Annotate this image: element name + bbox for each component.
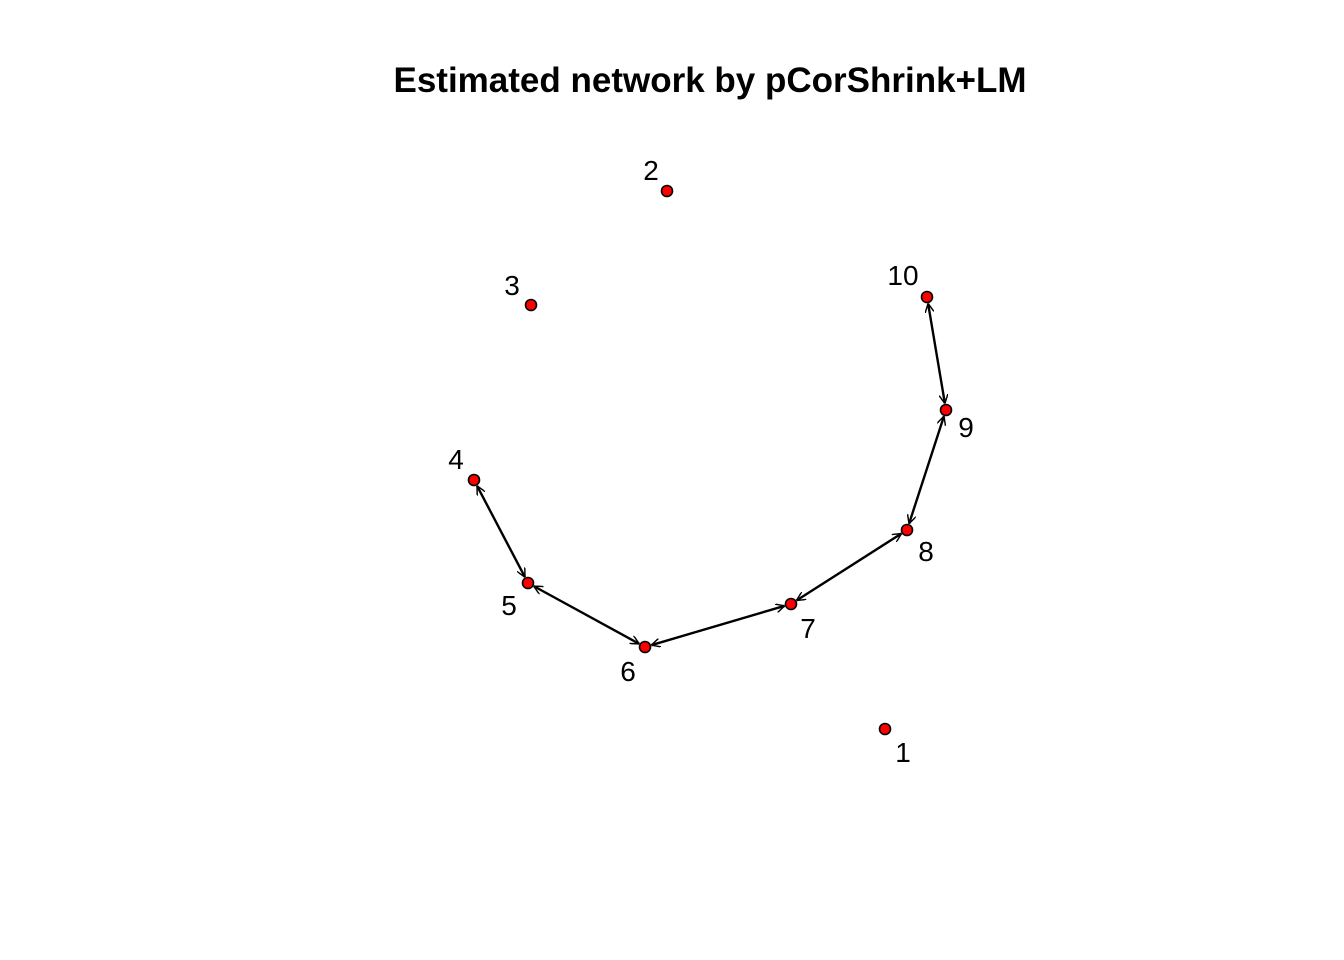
edge-8-9 — [909, 416, 944, 524]
node-5 — [521, 576, 535, 590]
node-label-8: 8 — [918, 536, 934, 567]
edge-4-5 — [475, 486, 527, 577]
edge-7-8 — [796, 532, 901, 602]
labels-layer: 1 2 3 4 5 6 7 8 9 10 — [448, 155, 974, 768]
node-label-5: 5 — [501, 590, 517, 621]
edge-5-6 — [534, 585, 640, 645]
node-6 — [638, 640, 652, 654]
edge-6-7 — [651, 606, 785, 645]
node-9 — [939, 403, 953, 417]
node-label-3: 3 — [504, 270, 520, 301]
node-1 — [878, 722, 892, 736]
node-label-4: 4 — [448, 444, 464, 475]
node-3 — [524, 298, 538, 312]
edge-9-10 — [928, 303, 945, 403]
node-8 — [900, 523, 914, 537]
chart-title: Estimated network by pCorShrink+LM — [393, 61, 1026, 100]
node-10 — [920, 290, 934, 304]
node-label-7: 7 — [800, 613, 816, 644]
node-label-9: 9 — [958, 412, 974, 443]
node-2 — [660, 184, 674, 198]
nodes-layer — [467, 184, 953, 736]
node-4 — [467, 473, 481, 487]
edges-layer — [475, 303, 945, 645]
node-label-2: 2 — [643, 155, 659, 186]
node-7 — [784, 597, 798, 611]
node-label-1: 1 — [895, 737, 911, 768]
node-label-10: 10 — [887, 260, 918, 291]
node-label-6: 6 — [620, 656, 636, 687]
